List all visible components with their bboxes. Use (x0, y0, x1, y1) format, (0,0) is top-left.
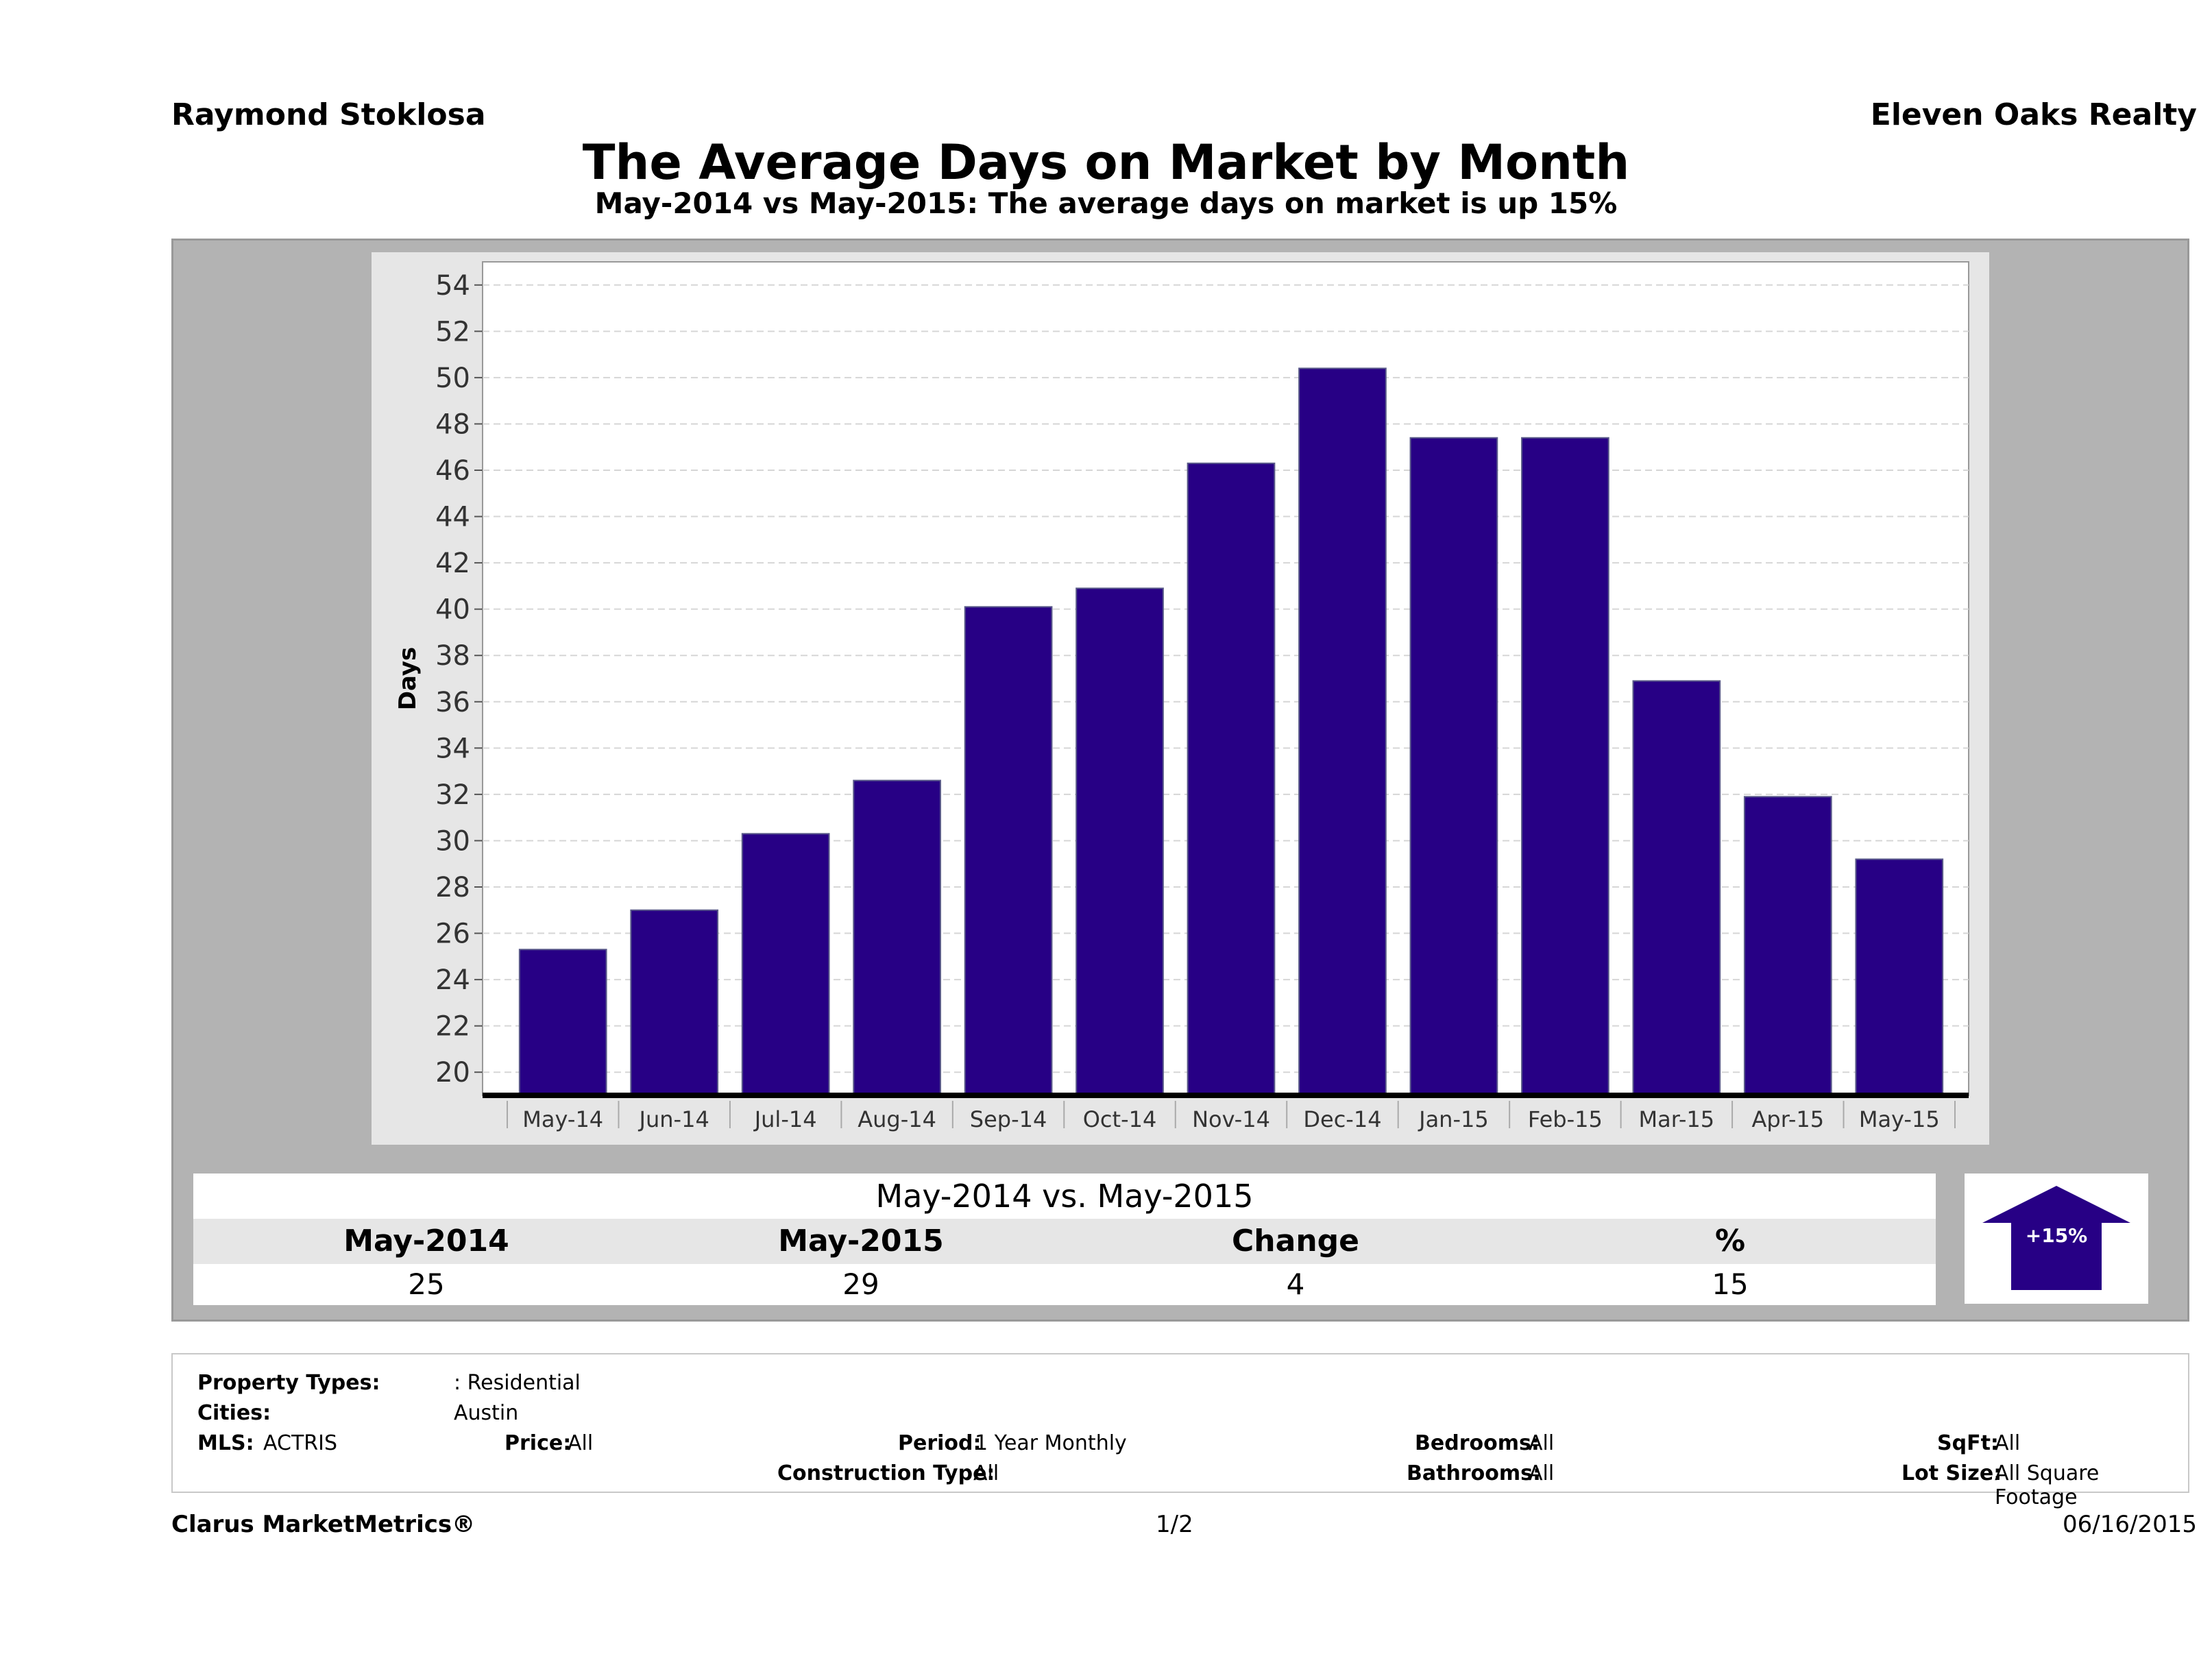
bar (1075, 587, 1164, 1096)
up-arrow-icon: +15% (1982, 1186, 2130, 1290)
bedrooms-label: Bedrooms: (1415, 1431, 1540, 1455)
page-number: 1/2 (1156, 1511, 1193, 1538)
price-label: Price: (505, 1431, 572, 1455)
bar (1855, 858, 1944, 1096)
y-tick-label: 26 (435, 919, 470, 950)
construction-value: All (973, 1461, 999, 1485)
x-tick-label: Apr-15 (1752, 1106, 1825, 1132)
arrow-label: +15% (2026, 1224, 2087, 1247)
value-percent: 15 (1712, 1267, 1749, 1301)
header-may-2014: May-2014 (343, 1224, 509, 1258)
chart-panel: 20 22 24 26 28 30 32 34 36 38 40 42 44 46 48 50 52 54 Days… (372, 252, 1989, 1145)
y-tick-label: 40 (435, 594, 470, 626)
price-value: All (568, 1431, 594, 1455)
comparison-value-row: 25 29 4 15 (193, 1264, 1936, 1305)
comparison-title: May-2014 vs. May-2015 (193, 1174, 1936, 1219)
bar (1632, 680, 1721, 1096)
y-tick-label: 22 (435, 1011, 470, 1043)
x-tick-label: Mar-15 (1639, 1106, 1715, 1132)
x-tick-label: Nov-14 (1192, 1106, 1270, 1132)
y-tick-label: 44 (435, 502, 470, 533)
bar (1521, 437, 1609, 1096)
x-tick-label: May-14 (522, 1106, 603, 1132)
y-tick-label: 34 (435, 733, 470, 764)
agent-name: Raymond Stoklosa (171, 97, 486, 132)
criteria-box: Property Types: : Residential Cities: Au… (171, 1353, 2189, 1509)
y-tick-label: 38 (435, 640, 470, 672)
comparison-table: May-2014 vs. May-2015 May-2014 May-2015 … (193, 1174, 1936, 1305)
property-types-label: Property Types: (197, 1371, 380, 1395)
header-percent: % (1714, 1224, 1746, 1258)
footer-brand: Clarus MarketMetrics® (171, 1511, 476, 1538)
bedrooms-value: All (1529, 1431, 1555, 1455)
y-tick-label: 32 (435, 779, 470, 811)
y-tick-label: 20 (435, 1057, 470, 1089)
mls-value: ACTRIS (263, 1431, 338, 1455)
bathrooms-label: Bathrooms: (1407, 1461, 1541, 1485)
x-tick-label: Feb-15 (1528, 1106, 1603, 1132)
y-tick-label: 46 (435, 455, 470, 487)
y-tick-label: 42 (435, 548, 470, 579)
y-tick-label: 48 (435, 409, 470, 440)
bar (853, 779, 941, 1096)
change-indicator: +15% (1965, 1174, 2148, 1304)
bar (741, 833, 830, 1096)
x-tick-label: Aug-14 (858, 1106, 936, 1132)
brokerage-name: Eleven Oaks Realty (1870, 97, 2197, 132)
sqft-value: All (1995, 1431, 2021, 1455)
x-tick-label: Sep-14 (970, 1106, 1047, 1132)
mls-label: MLS: (197, 1431, 254, 1455)
bar-chart: 20 22 24 26 28 30 32 34 36 38 40 42 44 46 48 50 52 54 Days… (394, 261, 1969, 1132)
y-tick-label: 30 (435, 825, 470, 857)
cities-value: Austin (454, 1401, 519, 1425)
header-may-2015: May-2015 (778, 1224, 944, 1258)
x-tick-label: Dec-14 (1303, 1106, 1381, 1132)
bar (1409, 437, 1498, 1096)
page-title: The Average Days on Market by Month (582, 134, 1630, 191)
report-date: 06/16/2015 (2063, 1511, 2197, 1538)
cities-label: Cities: (197, 1401, 271, 1425)
header-change: Change (1232, 1224, 1359, 1258)
bar (1187, 462, 1276, 1097)
comparison-header-row: May-2014 May-2015 Change % (193, 1219, 1936, 1264)
bathrooms-value: All (1529, 1461, 1555, 1485)
page-subtitle: May-2014 vs May-2015: The average days o… (594, 186, 1618, 220)
y-axis-label: Days (394, 647, 422, 711)
lotsize-value: All Square Footage (1995, 1461, 2100, 1509)
period-value: 1 Year Monthly (975, 1431, 1127, 1455)
value-may-2015: 29 (842, 1267, 879, 1301)
value-may-2014: 25 (408, 1267, 445, 1301)
x-tick-label: May-15 (1859, 1106, 1940, 1132)
x-tick-label: Oct-14 (1083, 1106, 1157, 1132)
y-tick-label: 52 (435, 316, 470, 348)
y-tick-label: 24 (435, 964, 470, 996)
y-tick-label: 28 (435, 872, 470, 903)
x-tick-label: Jun-14 (638, 1106, 709, 1132)
bar (630, 909, 719, 1096)
period-label: Period: (898, 1431, 982, 1455)
y-tick-label: 54 (435, 270, 470, 302)
value-change: 4 (1286, 1267, 1305, 1301)
lotsize-label: Lot Size: (1901, 1461, 2002, 1485)
bar (964, 606, 1053, 1096)
construction-label: Construction Type: (777, 1461, 995, 1485)
y-tick-label: 36 (435, 687, 470, 718)
x-tick-label: Jan-15 (1418, 1106, 1489, 1132)
bar (1743, 796, 1832, 1096)
x-tick-label: Jul-14 (753, 1106, 817, 1132)
property-types-value: : Residential (454, 1371, 581, 1395)
y-tick-label: 50 (435, 363, 470, 394)
bar (518, 949, 607, 1097)
bar (1298, 367, 1387, 1096)
sqft-label: SqFt: (1937, 1431, 1999, 1455)
